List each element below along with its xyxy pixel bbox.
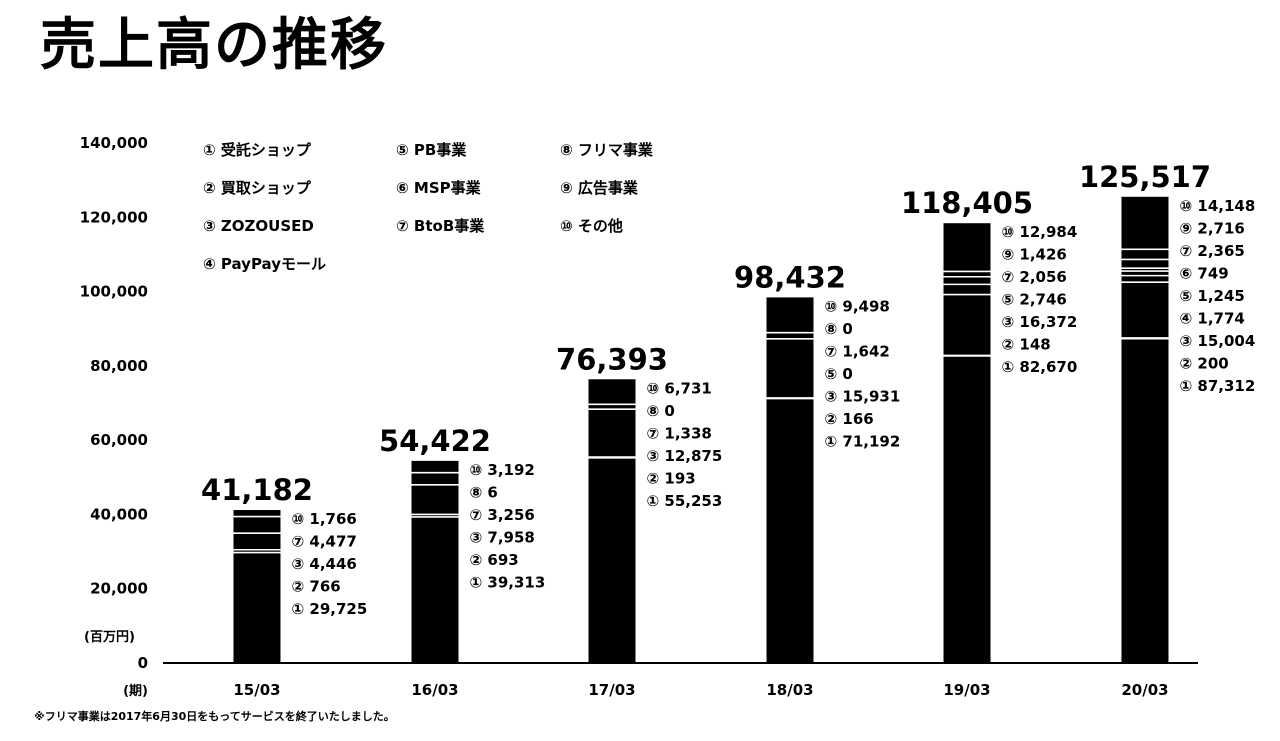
bar-total-label: 41,182: [201, 473, 313, 507]
bar-19/03: 118,405 19/03 ⑩ 12,984 ⑨ 1,426 ⑦ 2,056 ⑤ 2,74…: [901, 186, 1077, 699]
segment-label: ① 55,253: [647, 492, 723, 510]
segment-label: ⑩ 12,984: [1002, 223, 1078, 241]
y-tick-label: 20,000: [90, 580, 148, 598]
segment-label: ① 71,192: [825, 432, 901, 450]
segment-label: ⑦ 1,338: [647, 424, 712, 442]
segment-label: ⑤ 0: [825, 365, 853, 383]
segment-label: ⑧ 6: [470, 483, 498, 501]
segment-label: ③ 4,446: [292, 555, 357, 573]
segment-label: ⑩ 6,731: [647, 379, 712, 397]
segment-label: ⑦ 4,477: [292, 533, 357, 551]
bar-total-label: 54,422: [379, 424, 491, 458]
bar-rect: [588, 379, 636, 663]
bar-total-label: 98,432: [734, 260, 846, 294]
bar-18/03: 98,432 18/03 ⑩ 9,498 ⑧ 0 ⑦ 1,642 ⑤ 0 ③ 15,931 ②…: [734, 260, 900, 699]
legend-item: ④ PayPayモール: [203, 255, 326, 273]
bar-17/03: 76,393 17/03 ⑩ 6,731 ⑧ 0 ⑦ 1,338 ③ 12,875 ② 19…: [556, 342, 722, 699]
page-title: 売上高の推移: [40, 13, 388, 78]
period-label: (期): [123, 684, 148, 699]
segment-label: ⑦ 2,056: [1002, 268, 1067, 286]
legend-item: ⑥ MSP事業: [396, 179, 482, 197]
segment-label: ② 693: [470, 551, 519, 569]
category-label: 17/03: [588, 681, 635, 699]
segment-label: ① 87,312: [1180, 377, 1256, 395]
footnote: ※フリマ事業は2017年6月30日をもってサービスを終了いたしました。: [34, 710, 395, 723]
y-tick-label: 100,000: [80, 283, 148, 301]
segment-label: ⑧ 0: [647, 402, 675, 420]
bar-rect: [411, 460, 459, 663]
segment-label: ⑩ 9,498: [825, 297, 890, 315]
bar-rect: [233, 510, 281, 663]
category-label: 16/03: [411, 681, 458, 699]
legend-item: ⑩ その他: [560, 217, 623, 235]
segment-label: ① 29,725: [292, 600, 368, 618]
bar-16/03: 54,422 16/03 ⑩ 3,192 ⑧ 6 ⑦ 3,256 ③ 7,958 ② 693…: [379, 424, 545, 699]
segment-label: ⑥ 749: [1180, 264, 1229, 282]
legend-item: ⑧ フリマ事業: [560, 141, 654, 159]
segment-label: ⑩ 14,148: [1180, 197, 1256, 215]
segment-label: ⑩ 3,192: [470, 461, 535, 479]
y-axis: 0 20,000 40,000 60,000 80,000 100,000 120,000 1…: [80, 134, 1198, 699]
y-tick-label: 60,000: [90, 431, 148, 449]
y-tick-label: 120,000: [80, 208, 148, 226]
segment-label: ② 200: [1180, 354, 1229, 372]
bar-15/03: 41,182 15/03 ⑩ 1,766 ⑦ 4,477 ③ 4,446 ② 766 ① 2…: [201, 473, 367, 699]
bar-total-label: 125,517: [1079, 160, 1211, 194]
segment-label: ⑦ 1,642: [825, 342, 890, 360]
segment-label: ⑤ 2,746: [1002, 291, 1067, 309]
legend: ① 受託ショップ ② 買取ショップ ③ ZOZOUSED ④ PayPayモール ⑤ P…: [203, 141, 654, 273]
segment-label: ⑩ 1,766: [292, 510, 357, 528]
legend-item: ⑤ PB事業: [396, 141, 467, 159]
category-label: 19/03: [943, 681, 990, 699]
bar-rect: [766, 297, 814, 663]
segment-label: ⑧ 0: [825, 320, 853, 338]
y-tick-label: 0: [138, 654, 148, 672]
legend-item: ⑨ 広告事業: [560, 179, 639, 197]
y-tick-label: 80,000: [90, 357, 148, 375]
segment-label: ⑤ 1,245: [1180, 287, 1245, 305]
bar-20/03: 125,517 20/03 ⑩ 14,148 ⑨ 2,716 ⑦ 2,365 ⑥ 749 ⑤…: [1079, 160, 1255, 699]
bar-rect: [943, 223, 991, 664]
segment-label: ① 39,313: [470, 573, 546, 591]
legend-item: ③ ZOZOUSED: [203, 217, 314, 235]
legend-item: ⑦ BtoB事業: [396, 217, 485, 235]
segment-label: ② 766: [292, 578, 341, 596]
segment-label: ② 193: [647, 469, 696, 487]
segment-label: ① 82,670: [1002, 358, 1078, 376]
segment-label: ② 148: [1002, 336, 1051, 354]
bar-rect: [1121, 196, 1169, 664]
segment-label: ④ 1,774: [1180, 309, 1245, 327]
segment-label: ③ 7,958: [470, 528, 535, 546]
category-label: 15/03: [233, 681, 280, 699]
segment-label: ③ 15,931: [825, 387, 901, 405]
segment-label: ② 166: [825, 410, 874, 428]
bars: 41,182 15/03 ⑩ 1,766 ⑦ 4,477 ③ 4,446 ② 766 ① 2…: [201, 160, 1255, 699]
y-tick-label: 40,000: [90, 505, 148, 523]
bar-total-label: 118,405: [901, 186, 1033, 220]
segment-label: ⑦ 3,256: [470, 506, 535, 524]
segment-label: ③ 16,372: [1002, 313, 1078, 331]
segment-label: ③ 12,875: [647, 447, 723, 465]
legend-item: ① 受託ショップ: [203, 141, 312, 159]
y-tick-label: 140,000: [80, 134, 148, 152]
segment-label: ⑦ 2,365: [1180, 242, 1245, 260]
segment-label: ⑨ 1,426: [1002, 246, 1067, 264]
segment-label: ③ 15,004: [1180, 332, 1256, 350]
legend-item: ② 買取ショップ: [203, 179, 312, 197]
category-label: 18/03: [766, 681, 813, 699]
bar-total-label: 76,393: [556, 342, 668, 376]
category-label: 20/03: [1121, 681, 1168, 699]
segment-label: ⑨ 2,716: [1180, 219, 1245, 237]
unit-label: (百万円): [84, 630, 135, 645]
